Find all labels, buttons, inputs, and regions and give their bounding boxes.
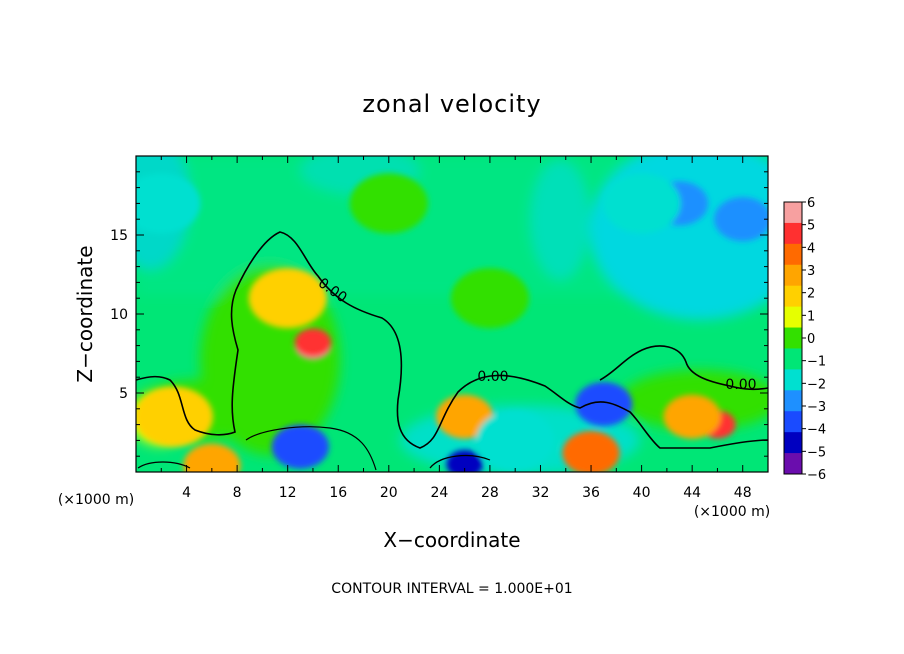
colorbar-tick-label: −5	[807, 445, 826, 460]
field-feature-1	[294, 328, 332, 357]
field-feature-13	[349, 173, 428, 234]
colorbar-swatch	[784, 222, 802, 245]
field-features	[136, 173, 768, 472]
colorbar-swatch	[784, 306, 802, 329]
colorbar-swatch	[784, 264, 802, 287]
colorbar-tick-label: −2	[807, 377, 826, 392]
colorbar-swatch	[784, 285, 802, 308]
colorbar-swatch	[784, 202, 802, 224]
colorbar-tick-label: 3	[807, 264, 815, 279]
field-feature-6	[136, 386, 213, 447]
colorbar: 6 5 4 3 2 1 0 −1 −2 −3 −4 −5 −6	[783, 196, 826, 483]
colorbar-tick-label: 0	[807, 332, 815, 347]
colorbar-tick-label: 1	[807, 309, 815, 324]
colorbar-swatch	[784, 369, 802, 391]
colorbar-tick-label: −1	[807, 355, 826, 370]
colorbar-swatch	[784, 411, 802, 433]
field-feature-12	[602, 173, 681, 234]
x-unit-label-left: (×1000 m)	[58, 492, 134, 508]
x-tick-label: 24	[430, 485, 448, 501]
colorbar-swatch	[784, 390, 802, 412]
x-axis-ticks: 4 8 12 16 20 24 28 32 36 40 44 48	[160, 156, 752, 501]
field-feature-14	[450, 268, 529, 329]
colorbar-swatch	[784, 348, 802, 370]
x-tick-label: 16	[329, 485, 347, 501]
contour-label-c: 0.00	[725, 377, 756, 393]
x-axis-label: X−coordinate	[383, 528, 520, 552]
field-feature-16	[562, 431, 620, 472]
x-tick-label: 12	[279, 485, 297, 501]
y-axis-ticks: 5 10 15	[110, 171, 768, 457]
field-feature-4	[663, 394, 721, 439]
colorbar-swatch	[784, 327, 802, 349]
x-tick-label: 44	[683, 485, 701, 501]
field-feature-8	[271, 424, 329, 469]
colorbar-tick-label: 4	[807, 241, 815, 256]
x-tick-label: 8	[233, 485, 242, 501]
field-feature-11	[136, 173, 201, 234]
y-tick-label: 10	[110, 307, 128, 323]
x-tick-label: 36	[582, 485, 600, 501]
colorbar-swatch	[784, 243, 802, 266]
colorbar-tick-label: 2	[807, 287, 815, 302]
contour-interval-note: CONTOUR INTERVAL = 1.000E+01	[331, 581, 572, 597]
x-unit-label-right: (×1000 m)	[694, 504, 770, 520]
field-feature-18	[183, 443, 241, 472]
field-feature-10	[714, 197, 768, 242]
field-feature-15	[476, 410, 555, 471]
colorbar-swatch	[784, 432, 802, 454]
field-feature-7	[575, 382, 633, 427]
x-tick-label: 4	[182, 485, 191, 501]
x-tick-label: 40	[633, 485, 651, 501]
zero-contour-line-east	[599, 345, 768, 391]
colorbar-tick-label: 6	[807, 196, 815, 211]
chart-title: zonal velocity	[362, 90, 541, 118]
colorbar-tick-label: 5	[807, 219, 815, 234]
colorbar-tick-label: −3	[807, 400, 826, 415]
zero-contour-line	[136, 231, 768, 449]
zero-contour-line-surface	[137, 426, 491, 471]
y-tick-label: 15	[110, 228, 128, 244]
y-tick-label: 5	[119, 386, 128, 402]
colorbar-tick-label: −6	[807, 468, 826, 483]
x-tick-label: 28	[481, 485, 499, 501]
contour-label-b: 0.00	[477, 369, 508, 385]
x-tick-label: 20	[380, 485, 398, 501]
x-tick-label: 32	[532, 485, 550, 501]
x-tick-label: 48	[734, 485, 752, 501]
field-feature-2	[248, 268, 327, 329]
colorbar-swatch	[784, 453, 802, 475]
y-axis-label: Z−coordinate	[73, 245, 97, 382]
colorbar-tick-label: −4	[807, 423, 826, 438]
field-feature-17	[446, 450, 483, 472]
